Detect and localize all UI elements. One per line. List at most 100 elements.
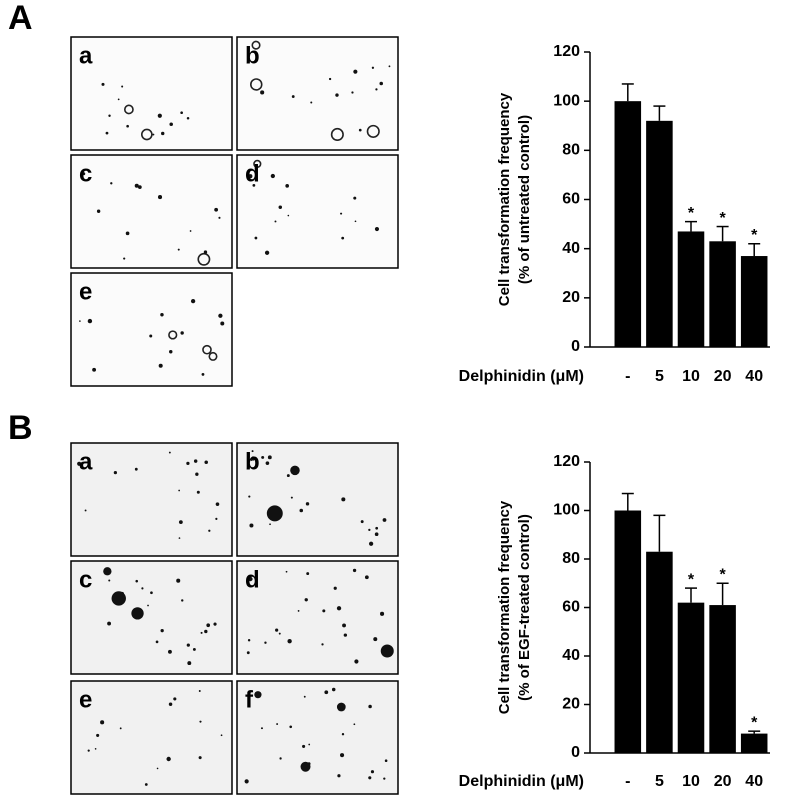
colony — [335, 93, 339, 97]
colony — [166, 756, 171, 762]
colony — [249, 523, 254, 528]
colony — [105, 131, 109, 135]
bar — [709, 241, 736, 347]
colony — [278, 205, 283, 210]
micrograph — [236, 442, 399, 557]
bar — [740, 733, 768, 753]
colony — [173, 697, 177, 701]
colony — [121, 85, 124, 88]
colony — [254, 691, 262, 699]
colony — [250, 459, 253, 461]
image-label: d — [245, 160, 260, 187]
colony — [177, 248, 180, 251]
colony — [324, 690, 329, 695]
micrograph — [236, 154, 399, 269]
colony — [384, 759, 388, 763]
colony — [278, 632, 281, 635]
colony — [305, 502, 310, 506]
colony — [141, 587, 144, 590]
colony — [203, 250, 208, 254]
colony — [352, 568, 357, 573]
y-axis-label: (% of untreated control) — [516, 115, 533, 284]
colony — [96, 733, 100, 737]
colony — [101, 82, 105, 86]
significance-mark: * — [719, 566, 726, 583]
colony — [125, 231, 130, 236]
colony — [180, 331, 184, 335]
colony — [380, 644, 394, 658]
colony — [368, 776, 372, 780]
y-tick-label: 20 — [562, 696, 580, 713]
colony — [181, 599, 184, 602]
image-label: e — [79, 686, 92, 713]
y-tick-label: 60 — [562, 599, 580, 616]
colony — [250, 78, 263, 91]
colony — [380, 611, 385, 616]
colony — [388, 65, 391, 68]
colony — [197, 252, 211, 266]
image-label: b — [245, 448, 260, 475]
colony — [337, 774, 341, 778]
y-axis-label: (% of EGF-treated control) — [516, 514, 533, 701]
colony — [269, 523, 271, 526]
micrograph — [236, 36, 399, 151]
colony — [341, 733, 345, 736]
colony — [340, 212, 343, 215]
colony — [358, 128, 362, 132]
colony — [156, 767, 159, 770]
colony — [291, 95, 295, 98]
colony — [87, 749, 90, 752]
colony — [137, 185, 142, 189]
y-tick-label: 60 — [562, 191, 580, 208]
colony — [218, 216, 221, 219]
significance-mark: * — [688, 571, 695, 588]
colony — [366, 124, 380, 138]
colony — [92, 367, 97, 372]
x-tick-label: 40 — [745, 773, 763, 790]
x-tick-label: 5 — [655, 368, 664, 385]
colony — [360, 520, 364, 524]
colony — [304, 598, 308, 602]
colony — [252, 183, 256, 187]
colony — [308, 743, 311, 746]
x-tick-label: 10 — [682, 773, 700, 790]
x-tick-label: - — [625, 368, 630, 385]
colony — [213, 622, 217, 626]
colony — [94, 748, 97, 750]
bar — [614, 101, 642, 348]
colony — [168, 649, 172, 654]
y-axis-label: Cell transformation frequency — [496, 500, 513, 714]
colony — [187, 661, 192, 666]
colony — [254, 236, 258, 240]
colony — [160, 629, 164, 633]
colony — [336, 606, 342, 611]
colony — [287, 214, 290, 217]
colony — [134, 183, 139, 188]
x-tick-label: 5 — [655, 773, 664, 790]
colony — [119, 727, 122, 730]
colony — [176, 578, 181, 583]
colony — [303, 695, 306, 698]
y-tick-label: 100 — [553, 502, 580, 519]
colony — [186, 461, 190, 466]
colony — [204, 460, 208, 465]
y-tick-label: 40 — [562, 240, 580, 257]
colony — [155, 640, 159, 644]
colony — [157, 113, 162, 118]
colony — [193, 459, 198, 463]
colony — [353, 723, 356, 726]
colony — [124, 104, 134, 115]
bar — [677, 602, 705, 753]
y-tick-label: 100 — [553, 92, 580, 109]
colony — [204, 629, 208, 634]
colony — [299, 508, 304, 513]
significance-mark: * — [719, 210, 726, 227]
colony — [150, 591, 153, 595]
colony — [328, 77, 332, 81]
colony — [285, 184, 289, 188]
colony — [353, 196, 357, 200]
colony — [336, 702, 346, 712]
x-tick-label: 20 — [714, 368, 732, 385]
